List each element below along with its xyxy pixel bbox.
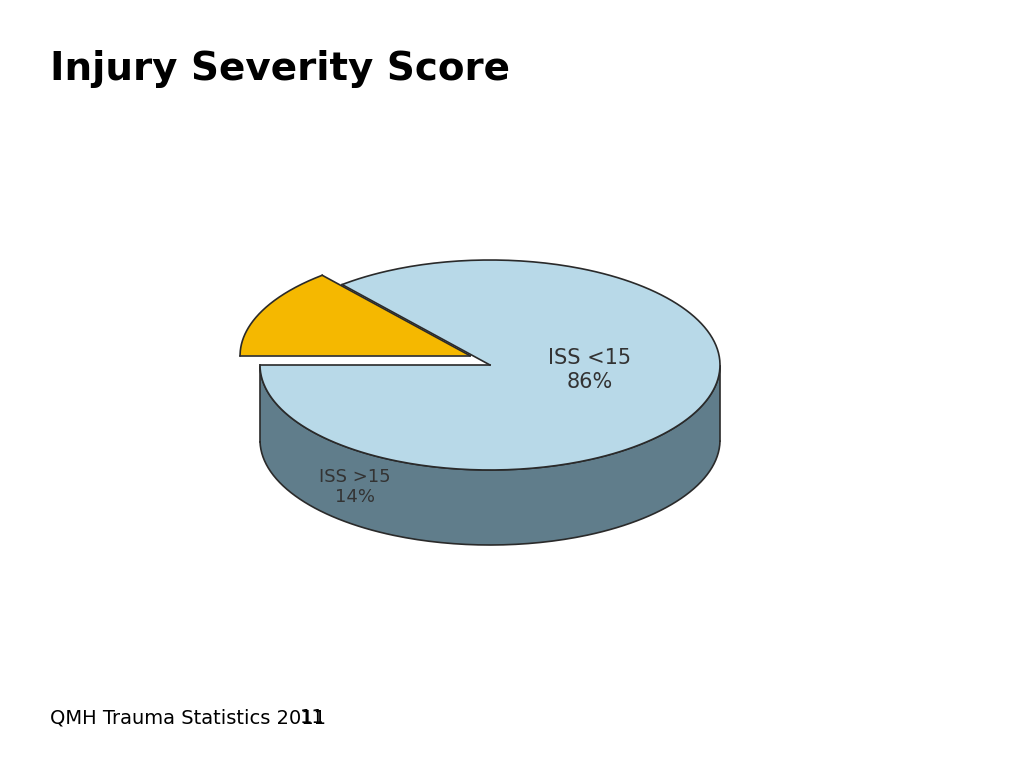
- Polygon shape: [260, 366, 719, 545]
- Text: 11: 11: [300, 708, 324, 727]
- Polygon shape: [239, 275, 470, 356]
- Text: Injury Severity Score: Injury Severity Score: [50, 50, 510, 88]
- Text: ISS <15
86%: ISS <15 86%: [548, 348, 631, 392]
- Text: ISS >15
14%: ISS >15 14%: [319, 467, 390, 506]
- Text: QMH Trauma Statistics 2011: QMH Trauma Statistics 2011: [50, 708, 326, 727]
- Polygon shape: [260, 260, 719, 470]
